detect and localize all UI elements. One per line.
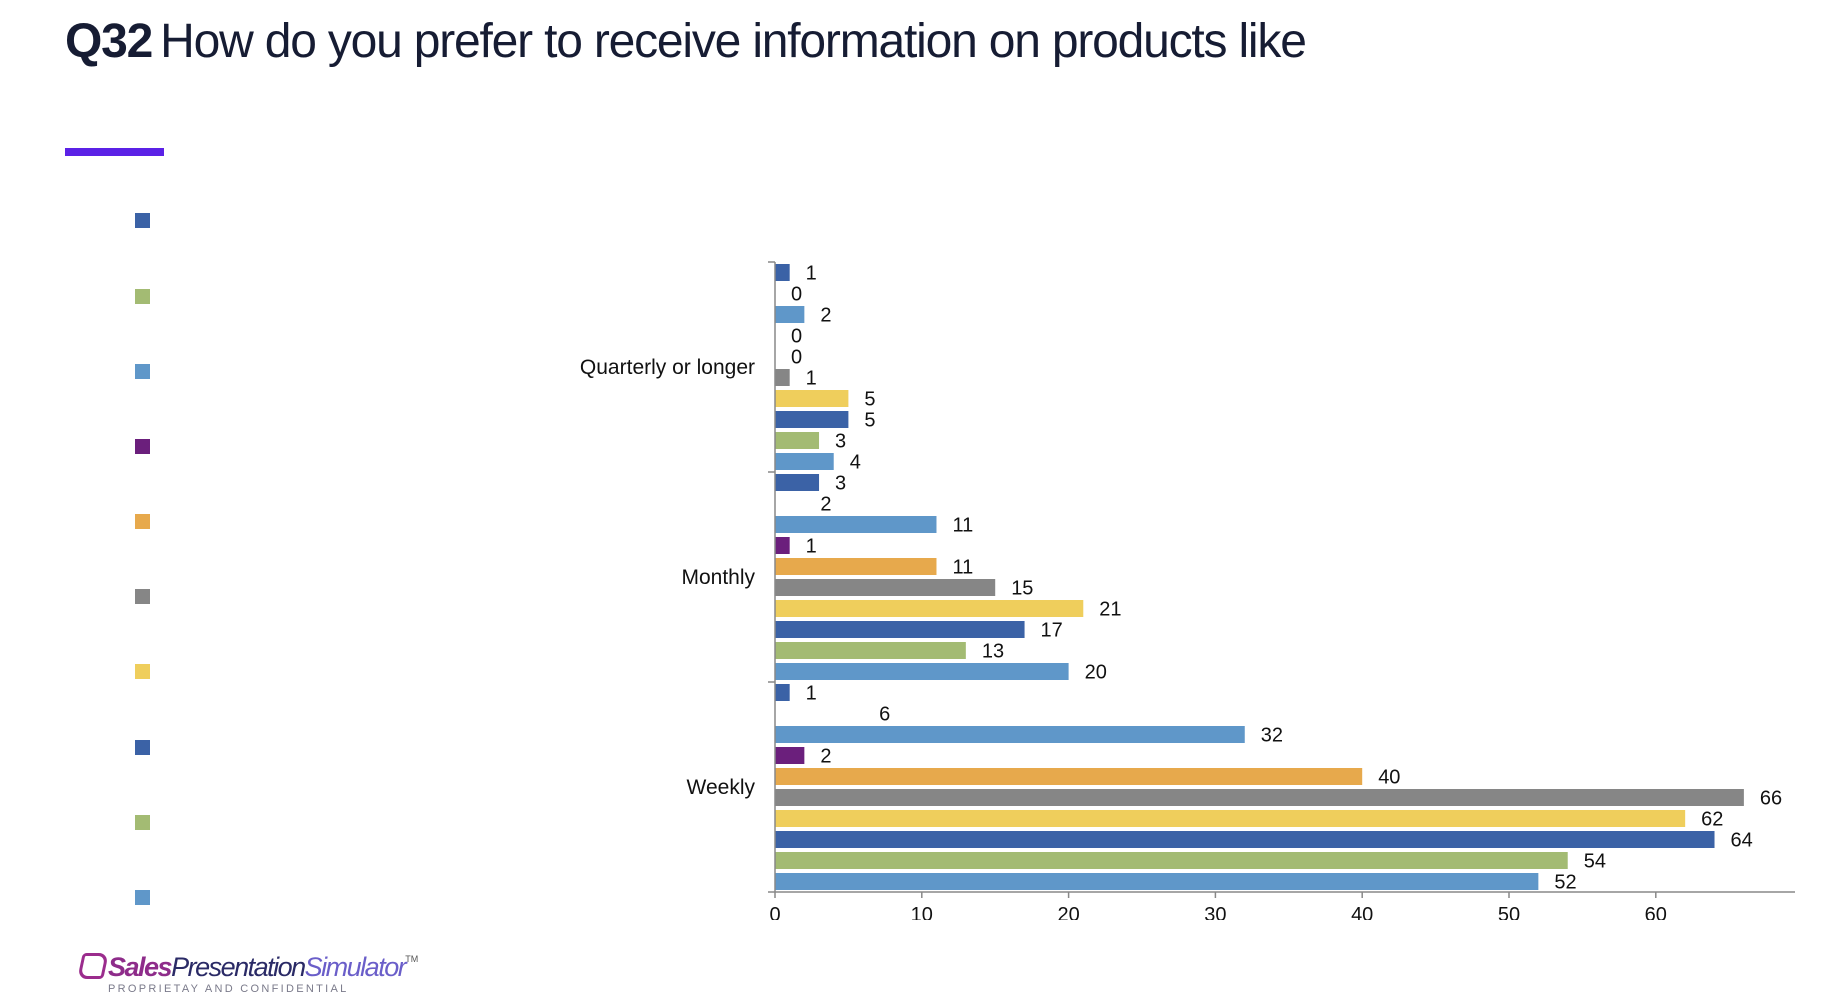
data-label: 3 — [835, 431, 846, 453]
data-label: 11 — [952, 557, 973, 579]
legend-swatch — [135, 364, 150, 379]
logo-mark-icon — [77, 953, 109, 979]
bar — [775, 579, 996, 596]
data-label: 1 — [806, 263, 817, 285]
x-tick-label: 60 — [1645, 904, 1667, 920]
data-label: 17 — [1041, 620, 1063, 642]
data-label: 0 — [791, 326, 802, 348]
legend-swatch — [135, 514, 150, 529]
bar — [775, 390, 849, 407]
data-label: 2 — [820, 305, 831, 327]
bar — [775, 411, 849, 428]
data-label: 32 — [1261, 725, 1283, 747]
x-tick-label: 40 — [1351, 904, 1373, 920]
bar — [775, 852, 1568, 869]
bar — [775, 516, 937, 533]
bar — [775, 768, 1363, 785]
legend-swatch — [135, 439, 150, 454]
category-label: Quarterly or longer — [580, 356, 755, 379]
legend-swatch — [135, 289, 150, 304]
title-accent-bar — [65, 148, 164, 156]
data-label: 1 — [806, 683, 817, 705]
data-label: 40 — [1378, 767, 1400, 789]
confidential-tagline: PROPRIETAY AND CONFIDENTIAL — [108, 983, 349, 995]
bar — [775, 726, 1245, 743]
data-label: 20 — [1085, 662, 1107, 684]
data-label: 54 — [1584, 851, 1606, 873]
bar — [775, 873, 1539, 890]
page-title: Q32 How do you prefer to receive informat… — [65, 14, 1307, 69]
bar — [775, 831, 1715, 848]
legend-swatch — [135, 890, 150, 905]
legend-swatch — [135, 740, 150, 755]
question-number: Q32 — [65, 15, 153, 68]
bar — [775, 432, 820, 449]
bar — [775, 495, 805, 512]
data-label: 0 — [791, 347, 802, 369]
bar — [775, 474, 820, 491]
x-tick-label: 50 — [1498, 904, 1520, 920]
data-label: 15 — [1011, 578, 1033, 600]
data-label: 21 — [1099, 599, 1121, 621]
data-label: 2 — [820, 494, 831, 516]
legend-swatch — [135, 815, 150, 830]
data-label: 66 — [1760, 788, 1782, 810]
legend-swatch — [135, 213, 150, 228]
data-label: 3 — [835, 473, 846, 495]
data-label: 4 — [850, 452, 861, 474]
bar — [775, 558, 937, 575]
bar — [775, 663, 1069, 680]
bar — [775, 537, 790, 554]
data-label: 62 — [1701, 809, 1723, 831]
category-label: Monthly — [681, 566, 755, 589]
data-label: 0 — [791, 284, 802, 306]
bar — [775, 810, 1686, 827]
legend-swatch — [135, 589, 150, 604]
bar — [775, 369, 790, 386]
bar — [775, 264, 790, 281]
x-tick-label: 0 — [769, 904, 780, 920]
question-text: How do you prefer to receive information… — [160, 15, 1307, 68]
data-label: 5 — [864, 410, 875, 432]
bar — [775, 747, 805, 764]
bar — [775, 705, 864, 722]
x-tick-label: 10 — [911, 904, 933, 920]
bar — [775, 684, 790, 701]
category-label: Weekly — [687, 776, 756, 799]
data-label: 5 — [864, 389, 875, 411]
data-label: 1 — [806, 368, 817, 390]
data-label: 11 — [952, 515, 973, 537]
bar — [775, 453, 834, 470]
data-label: 64 — [1731, 830, 1753, 852]
bar — [775, 600, 1084, 617]
data-label: 52 — [1554, 872, 1576, 894]
bar — [775, 621, 1025, 638]
data-label: 6 — [879, 704, 890, 726]
bar — [775, 306, 805, 323]
data-label: 13 — [982, 641, 1004, 663]
bar — [775, 789, 1744, 806]
data-label: 2 — [820, 746, 831, 768]
x-tick-label: 30 — [1204, 904, 1226, 920]
x-tick-label: 20 — [1057, 904, 1079, 920]
bar — [775, 642, 966, 659]
legend-swatch — [135, 664, 150, 679]
data-label: 1 — [806, 536, 817, 558]
brand-logo: SalesPresentationSimulatorTM — [77, 952, 418, 983]
